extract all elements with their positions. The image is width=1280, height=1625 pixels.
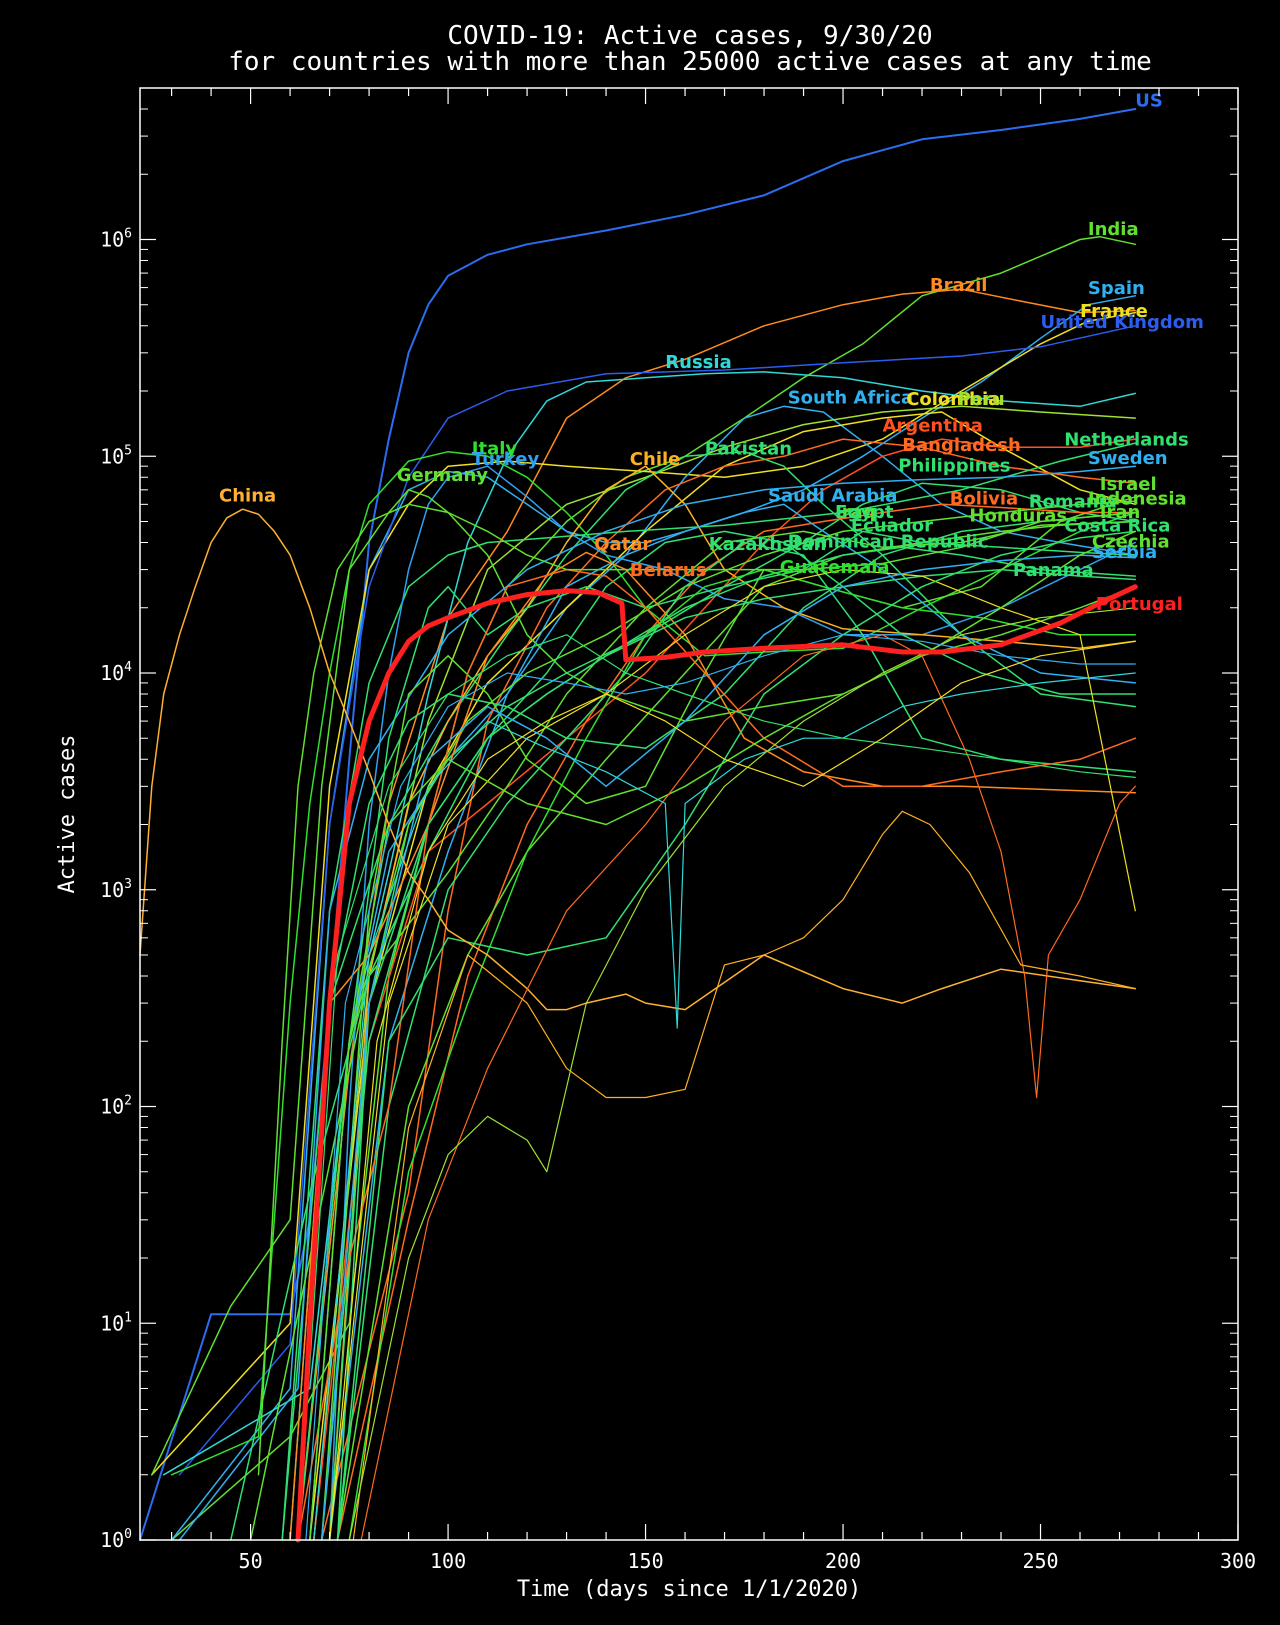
series-label-1: India [1088,219,1139,240]
series-label-6: Russia [665,352,731,373]
series-line-43 [313,672,1136,1541]
series-label-27: Honduras [969,506,1067,527]
series-label-24: Indonesia [1088,488,1187,509]
series-label-8: Colombia [906,389,1000,410]
y-tick-label: 100 [100,1527,132,1552]
series-line-6 [162,371,1137,1476]
x-tick-label: 300 [1220,1549,1256,1573]
series-label-36: Costa Rica [1064,515,1170,536]
y-tick-label: 101 [100,1310,132,1335]
series-label-39: Iran [1100,502,1141,523]
series-label-48: Portugal [1096,594,1183,615]
series-label-20: Israel [1100,474,1157,495]
series-label-31: Dominican Republic [788,531,989,552]
series-line-47 [329,640,1136,1541]
x-axis-label: Time (days since 1/1/2020) [517,1577,861,1602]
series-label-4: France [1080,301,1148,322]
series-label-5: United Kingdom [1041,312,1204,333]
y-tick-label: 104 [100,660,132,685]
series-label-15: Turkey [472,449,540,470]
series-label-23: Romania [1029,492,1117,513]
series-line-33 [348,568,1137,1541]
x-tick-label: 150 [627,1549,663,1573]
series-label-33: Guatemala [780,557,890,578]
series-line-26 [230,530,1137,1541]
series-label-17: Germany [397,465,489,486]
series-line-41 [360,634,1136,1541]
series-layer [139,108,1138,1543]
series-line-14 [170,450,1137,1476]
series-line-19 [178,465,1137,1541]
series-line-28 [297,530,1137,1541]
x-axis-ticks: 50 100 150 200 250 300 [170,88,1256,1573]
series-label-18: Philippines [898,456,1010,477]
series-line-21 [328,503,1137,1541]
series-label-0: US [1135,91,1163,112]
series-line-13 [281,450,1137,1541]
x-tick-label: 100 [430,1549,466,1573]
series-line-20 [320,496,1137,1541]
series-label-22: Bolivia [950,488,1018,509]
series-label-10: Argentina [883,416,983,437]
y-axis-ticks: 100 101 102 103 104 105 106 [100,87,1238,1552]
chart-subtitle: for countries with more than 25000 activ… [228,47,1152,77]
series-label-34: Panama [1013,560,1094,581]
series-line-16 [328,465,1137,1541]
series-label-25: Iraq [835,502,876,523]
series-line-34 [336,568,1137,1541]
y-tick-label: 103 [100,877,132,902]
x-tick-label: 200 [825,1549,861,1573]
series-line-42 [352,810,1136,1541]
series-line-1 [170,235,1137,1541]
series-line-30 [336,541,1137,1541]
series-label-19: Sweden [1088,448,1168,469]
series-label-3: Spain [1088,278,1145,299]
series-label-16: Chile [630,449,681,470]
series-line-4 [151,311,1137,1476]
series-label-38: Czechia [1092,531,1170,552]
series-label-28: Ecuador [851,515,933,536]
series-line-35 [329,569,1136,1541]
series-label-21: Saudi Arabia [768,485,897,506]
series-line-46 [305,634,1136,1541]
series-label-13: Pakistan [705,438,792,459]
plot-frame [139,87,1239,1541]
series-line-5 [178,325,1137,1476]
series-label-37: Serbia [1092,542,1157,563]
y-tick-label: 106 [100,227,132,252]
series-line-44 [348,607,1136,1541]
series-line-29 [289,551,1137,1541]
series-label-9: Peru [958,389,1005,410]
series-line-45 [297,634,1136,1541]
series-line-7 [309,405,1137,1541]
series-label-7: South Africa [788,388,913,409]
series-label-11: Bangladesh [902,435,1021,456]
y-tick-label: 105 [100,443,132,468]
series-label-12: Netherlands [1064,430,1189,451]
series-label-26: Egypt [835,502,894,523]
series-line-37 [320,554,1137,1541]
series-label-32: Belarus [630,560,707,581]
x-tick-label: 50 [239,1549,263,1573]
y-tick-label: 102 [100,1094,132,1119]
series-line-3 [170,295,1137,1541]
y-axis-label: Active cases [55,735,80,894]
series-line-9 [313,405,1137,1541]
series-label-14: Italy [472,438,518,459]
series-label-40: China [219,485,276,506]
series-line-12 [281,442,1137,1541]
series-label-30: Kazakhstan [709,534,827,555]
series-label-29: Qatar [594,534,651,555]
x-tick-label: 250 [1022,1549,1058,1573]
series-line-2 [297,288,1137,1541]
series-label-2: Brazil [930,275,988,296]
series-line-48 [295,584,1138,1543]
series-line-39 [257,503,1137,1476]
series-line-32 [297,568,1137,1541]
chart-title: COVID-19: Active cases, 9/30/20 [447,21,932,51]
